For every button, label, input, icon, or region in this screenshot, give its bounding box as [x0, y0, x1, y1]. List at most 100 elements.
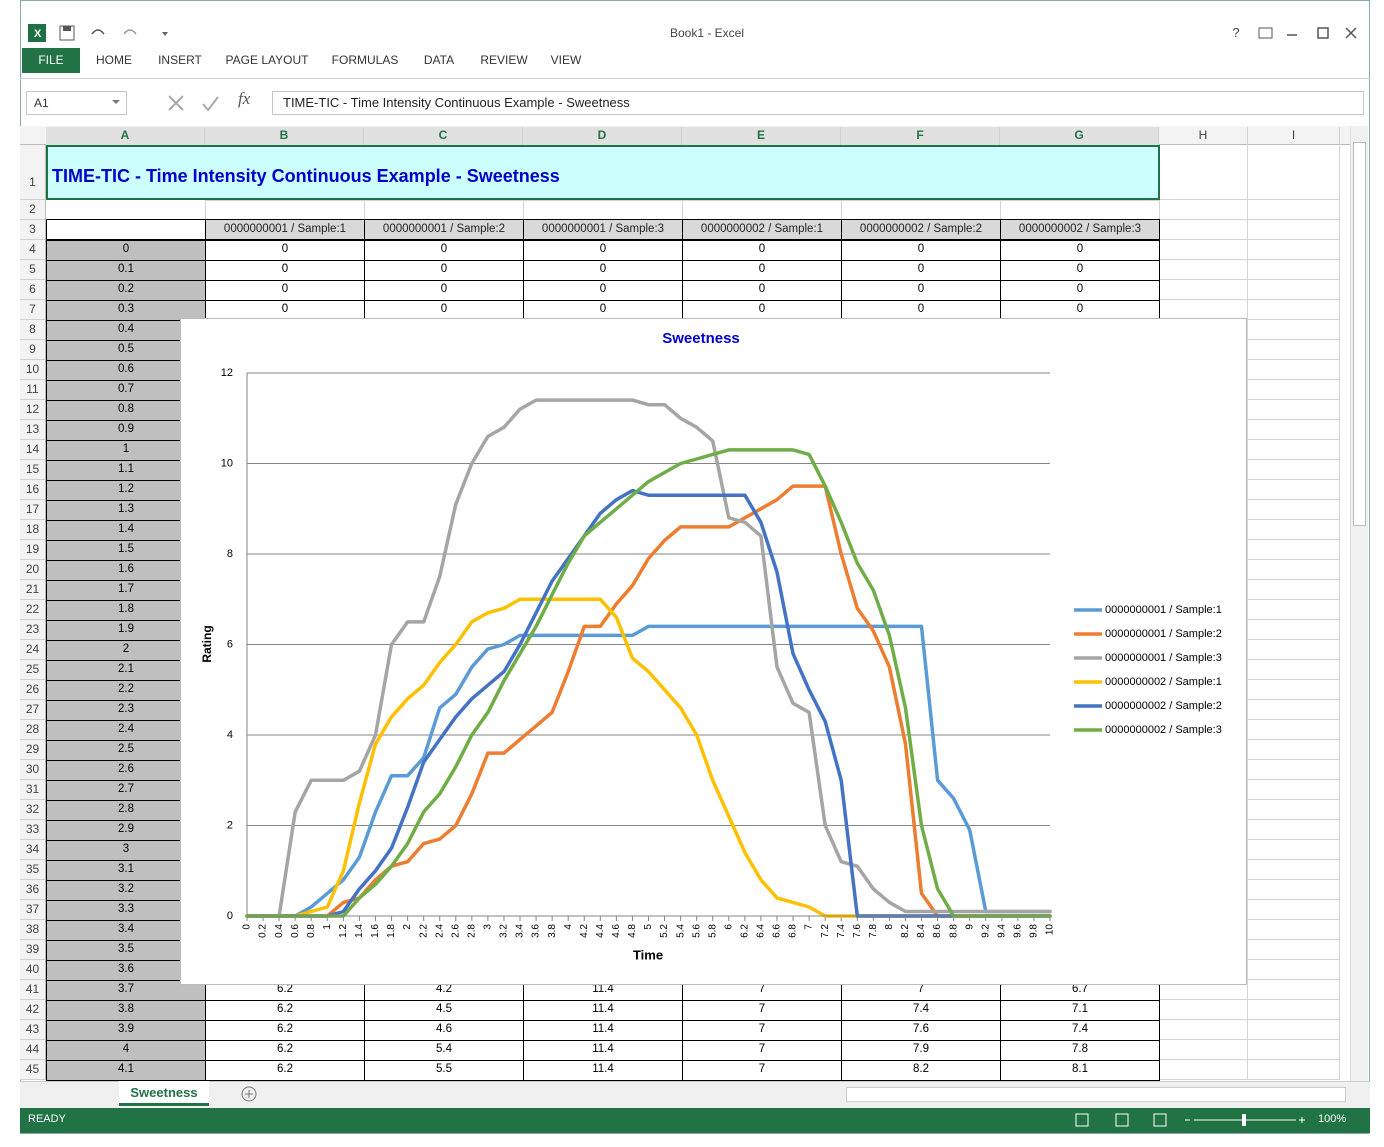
empty-cell[interactable] [1159, 1000, 1248, 1020]
time-value[interactable]: 2.8 [118, 803, 134, 815]
empty-cell[interactable] [1248, 720, 1340, 740]
empty-cell[interactable] [1248, 760, 1340, 780]
empty-cell[interactable] [1248, 300, 1340, 320]
value-cell[interactable]: 7 [758, 1003, 766, 1015]
row-header[interactable]: 45 [20, 1060, 46, 1080]
row-header[interactable]: 24 [20, 640, 46, 660]
empty-cell[interactable] [1248, 200, 1340, 220]
empty-cell[interactable] [1248, 145, 1340, 200]
time-value[interactable]: 1.1 [118, 463, 134, 475]
empty-cell[interactable] [1248, 600, 1340, 620]
row-header[interactable]: 31 [20, 780, 46, 800]
empty-cell[interactable] [1248, 820, 1340, 840]
value-cell[interactable]: 0 [917, 283, 925, 295]
value-cell[interactable]: 4.5 [436, 1003, 452, 1015]
formula-input[interactable]: TIME-TIC - Time Intensity Continuous Exa… [272, 91, 1364, 115]
cell[interactable] [46, 219, 206, 240]
time-value[interactable]: 0.2 [118, 283, 134, 295]
value-cell[interactable]: 0 [599, 303, 607, 315]
scroll-thumb[interactable] [1353, 142, 1366, 526]
empty-cell[interactable] [1159, 145, 1248, 200]
column-header[interactable]: I [1248, 127, 1340, 145]
cell[interactable] [46, 200, 206, 220]
empty-cell[interactable] [1248, 640, 1340, 660]
row-header[interactable]: 19 [20, 540, 46, 560]
value-cell[interactable]: 6.7 [1072, 983, 1088, 995]
time-value[interactable]: 2.4 [118, 723, 134, 735]
vertical-scrollbar[interactable] [1350, 126, 1368, 1082]
empty-cell[interactable] [1248, 580, 1340, 600]
value-cell[interactable]: 0 [1076, 283, 1084, 295]
row-header[interactable]: 43 [20, 1020, 46, 1040]
column-label-cell[interactable]: 0000000001 / Sample:2 [364, 219, 524, 240]
value-cell[interactable]: 0 [758, 243, 766, 255]
name-box[interactable]: A1 [26, 91, 127, 115]
empty-cell[interactable] [1248, 880, 1340, 900]
value-cell[interactable]: 5.5 [436, 1063, 452, 1075]
row-header[interactable]: 39 [20, 940, 46, 960]
empty-cell[interactable] [1248, 840, 1340, 860]
time-value[interactable]: 3.9 [118, 1023, 134, 1035]
value-cell[interactable]: 0 [758, 303, 766, 315]
value-cell[interactable]: 0 [440, 243, 448, 255]
cell[interactable] [364, 200, 524, 221]
column-label-cell[interactable]: 0000000002 / Sample:3 [1000, 219, 1160, 240]
empty-cell[interactable] [1248, 680, 1340, 700]
row-header[interactable]: 9 [20, 340, 46, 360]
row-header[interactable]: 18 [20, 520, 46, 540]
value-cell[interactable]: 7 [758, 1023, 766, 1035]
row-header[interactable]: 33 [20, 820, 46, 840]
value-cell[interactable]: 0 [599, 263, 607, 275]
value-cell[interactable]: 0 [758, 283, 766, 295]
empty-cell[interactable] [1248, 1020, 1340, 1040]
time-value[interactable]: 2.2 [118, 683, 134, 695]
value-cell[interactable]: 4.2 [436, 983, 452, 995]
row-header[interactable]: 15 [20, 460, 46, 480]
row-header[interactable]: 27 [20, 700, 46, 720]
time-value[interactable]: 3.1 [118, 863, 134, 875]
cell[interactable] [841, 200, 1001, 221]
value-cell[interactable]: 11.4 [592, 1023, 614, 1035]
column-label-cell[interactable]: 0000000001 / Sample:3 [523, 219, 683, 240]
column-header[interactable]: G [1000, 127, 1159, 145]
value-cell[interactable]: 7 [917, 983, 925, 995]
row-header[interactable]: 40 [20, 960, 46, 980]
empty-cell[interactable] [1248, 1060, 1340, 1080]
time-value[interactable]: 0 [122, 243, 130, 255]
empty-cell[interactable] [1159, 300, 1248, 320]
column-label-cell[interactable]: 0000000002 / Sample:2 [841, 219, 1001, 240]
row-header[interactable]: 38 [20, 920, 46, 940]
column-header[interactable]: B [205, 127, 364, 145]
row-header[interactable]: 26 [20, 680, 46, 700]
column-header[interactable]: E [682, 127, 841, 145]
value-cell[interactable]: 6.2 [277, 983, 293, 995]
row-header[interactable]: 20 [20, 560, 46, 580]
empty-cell[interactable] [1248, 260, 1340, 280]
row-header[interactable]: 17 [20, 500, 46, 520]
value-cell[interactable]: 7 [758, 1063, 766, 1075]
value-cell[interactable]: 7.8 [1072, 1043, 1088, 1055]
empty-cell[interactable] [1159, 260, 1248, 280]
empty-cell[interactable] [1248, 380, 1340, 400]
cell[interactable] [1000, 200, 1160, 221]
empty-cell[interactable] [1248, 360, 1340, 380]
ribbon-tab[interactable]: VIEW [550, 53, 582, 67]
empty-cell[interactable] [1248, 660, 1340, 680]
cell[interactable] [523, 200, 683, 221]
empty-cell[interactable] [1248, 540, 1340, 560]
empty-cell[interactable] [1248, 740, 1340, 760]
ribbon-tab[interactable]: HOME [96, 53, 132, 67]
time-value[interactable]: 0.6 [118, 363, 134, 375]
row-header[interactable]: 44 [20, 1040, 46, 1060]
row-header[interactable]: 4 [20, 240, 46, 260]
empty-cell[interactable] [1159, 280, 1248, 300]
time-value[interactable]: 1.4 [118, 523, 134, 535]
value-cell[interactable]: 7 [758, 983, 766, 995]
ribbon-tab[interactable]: FILE [22, 48, 80, 73]
cell[interactable] [205, 200, 365, 221]
empty-cell[interactable] [1248, 860, 1340, 880]
time-value[interactable]: 2.3 [118, 703, 134, 715]
value-cell[interactable]: 0 [1076, 263, 1084, 275]
horizontal-scrollbar[interactable] [846, 1087, 1346, 1102]
row-header[interactable]: 16 [20, 480, 46, 500]
